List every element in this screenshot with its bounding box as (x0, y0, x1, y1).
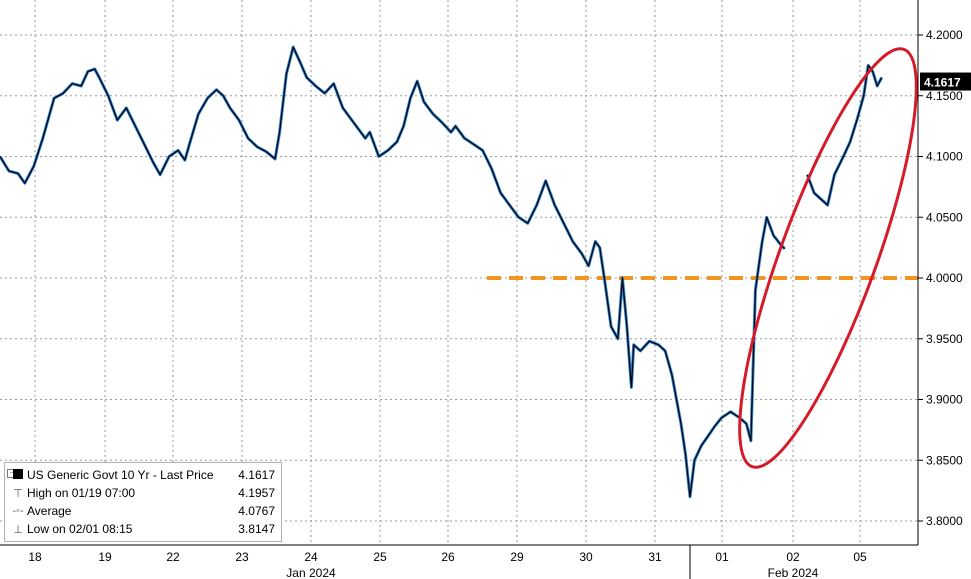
price-line (806, 64, 883, 206)
highlight-ellipse (738, 47, 918, 469)
average-marker-icon: -◦- (12, 505, 24, 517)
y-tick-label: 4.0500 (926, 210, 963, 224)
x-tick-label: 24 (304, 550, 318, 564)
y-tick-label: 3.8500 (926, 453, 963, 467)
y-tick-label: 3.9500 (926, 332, 963, 346)
x-tick-label: 18 (28, 550, 42, 564)
y-tick-label: 4.1000 (926, 150, 963, 164)
month-label-feb: Feb 2024 (768, 566, 819, 579)
legend-label: Low on 02/01 08:15 (27, 522, 133, 536)
legend-label: High on 01/19 07:00 (27, 486, 136, 500)
x-tick-label: 19 (98, 550, 112, 564)
legend-row-last-price: US Generic Govt 10 Yr - Last Price 4.161… (11, 467, 275, 483)
chart-grid (0, 0, 918, 545)
x-tick-label: 29 (510, 550, 524, 564)
chart-legend: − US Generic Govt 10 Yr - Last Price 4.1… (4, 462, 282, 542)
legend-value: 4.1617 (238, 468, 275, 482)
y-tick-label: 4.2000 (926, 28, 963, 42)
x-tick-label: 02 (786, 550, 800, 564)
x-tick-label: 23 (235, 550, 249, 564)
price-line (0, 46, 786, 498)
x-tick-label: 31 (648, 550, 662, 564)
legend-label: Average (27, 504, 72, 518)
legend-value: 4.1957 (238, 486, 275, 500)
x-tick-label: 26 (441, 550, 455, 564)
month-label-jan: Jan 2024 (286, 566, 336, 579)
x-axis: 18 19 22 23 24 25 26 29 30 31 01 02 05 Jan 2024 Feb 20… (0, 544, 918, 579)
price-shadow-line (0, 45, 786, 499)
high-marker-icon: ⊤ (13, 487, 23, 500)
y-tick-label: 4.1500 (926, 89, 963, 103)
price-shadow-line (805, 63, 884, 207)
low-marker-icon: ⊥ (13, 523, 23, 536)
y-tick-label: 3.9000 (926, 393, 963, 407)
x-tick-label: 05 (853, 550, 867, 564)
legend-row-low: ⊥ Low on 02/01 08:15 3.8147 (11, 521, 275, 537)
y-tick-label: 3.8000 (926, 514, 963, 528)
x-tick-label: 25 (373, 550, 387, 564)
legend-row-high: ⊤ High on 01/19 07:00 4.1957 (11, 485, 275, 501)
y-tick-label: 4.0000 (926, 271, 963, 285)
legend-row-average: -◦- Average 4.0767 (11, 503, 275, 519)
x-tick-label: 01 (715, 550, 729, 564)
highlight-ellipse-shape (738, 47, 918, 469)
legend-value: 3.8147 (238, 522, 275, 536)
x-tick-label: 30 (579, 550, 593, 564)
x-tick-label: 22 (166, 550, 180, 564)
last-price-tag (920, 72, 971, 91)
y-axis: 4.2000 4.1500 4.1000 4.0500 4.0000 3.9500 3.90… (917, 0, 971, 545)
legend-value: 4.0767 (238, 504, 275, 518)
last-price-label: 4.1617 (924, 76, 961, 90)
price-series (0, 45, 884, 499)
black-square-icon (11, 468, 25, 482)
legend-label: US Generic Govt 10 Yr - Last Price (27, 468, 214, 482)
